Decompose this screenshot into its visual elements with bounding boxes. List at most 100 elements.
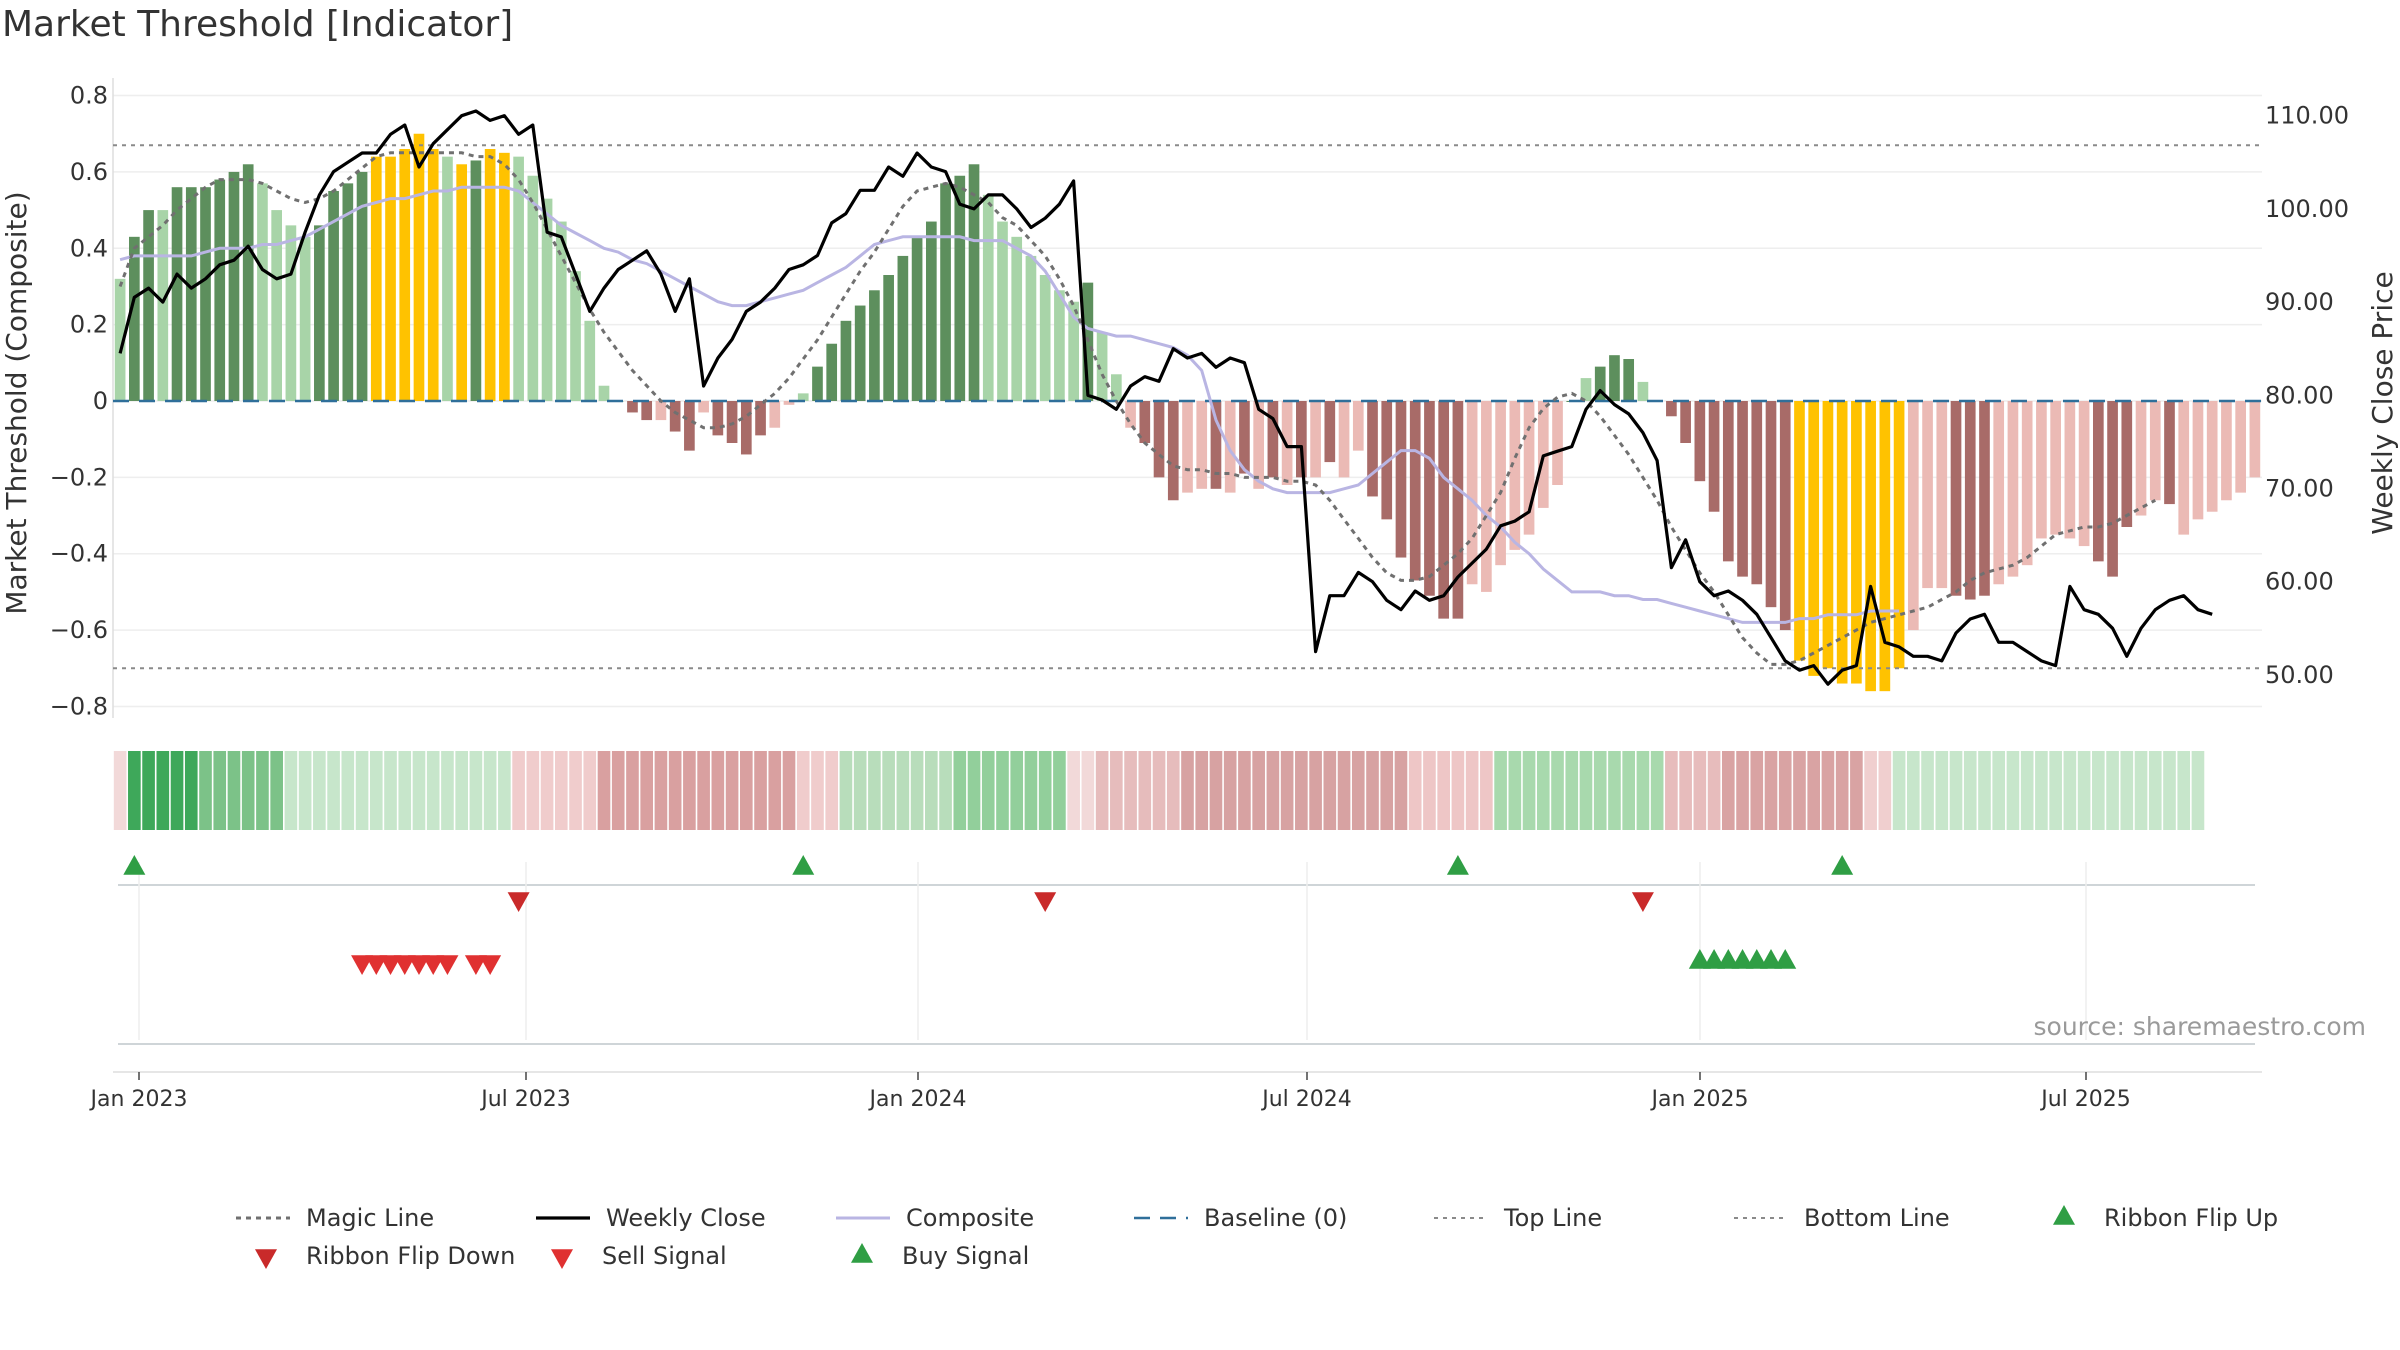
composite-bar: [399, 149, 411, 401]
composite-bar: [1737, 401, 1748, 577]
ribbon-cell: [2148, 751, 2162, 830]
ribbon-cell: [313, 751, 326, 830]
ribbon-cell: [1195, 751, 1209, 830]
composite-bar: [1054, 290, 1065, 401]
ribbon-cell: [1693, 751, 1707, 830]
composite-bar: [541, 198, 553, 401]
ribbon-cell: [782, 751, 796, 830]
composite-bar: [2092, 401, 2104, 562]
buy-signal-marker: [1774, 949, 1797, 969]
composite-bar: [129, 236, 140, 401]
ribbon-cell: [1138, 751, 1152, 830]
composite-bar: [1993, 401, 2005, 585]
ribbon-cell: [1423, 751, 1436, 830]
ribbon-cell: [1949, 751, 1963, 830]
sell-signal-marker: [422, 955, 445, 975]
composite-bar: [1964, 401, 1976, 600]
composite-bar: [1694, 401, 1706, 482]
ribbon-cell: [768, 751, 782, 830]
ribbon-cell: [1152, 751, 1166, 830]
ribbon-cell: [640, 751, 654, 830]
composite-bar: [1367, 401, 1378, 497]
y-tick-label-left: −0.6: [50, 616, 108, 644]
buy-signal-marker: [1760, 949, 1783, 969]
composite-bar: [1424, 401, 1435, 596]
ribbon-flip-up-marker: [1831, 855, 1854, 875]
ribbon-cell: [2163, 751, 2176, 830]
ribbon-cell: [2120, 751, 2134, 830]
sell-signal-marker: [379, 955, 402, 975]
ribbon-cell: [811, 751, 824, 830]
composite-bar: [2235, 401, 2246, 493]
ribbon-cell: [1608, 751, 1621, 830]
ribbon-cell: [2020, 751, 2034, 830]
y-tick-label-left: 0.8: [70, 82, 108, 110]
ribbon-cell: [868, 751, 881, 830]
composite-bar: [954, 175, 966, 401]
composite-bar: [1495, 401, 1506, 566]
ribbon-cell: [298, 751, 312, 830]
composite-bar: [228, 171, 240, 401]
x-tick-label: Jul 2024: [1260, 1087, 1352, 1112]
ribbon-cell: [227, 751, 241, 830]
legend-label: Composite: [906, 1204, 1034, 1232]
ribbon-cell: [1437, 751, 1450, 830]
ribbon-cell: [1750, 751, 1764, 830]
composite-bar: [812, 366, 823, 401]
ribbon-cell: [654, 751, 668, 830]
ribbon-cell: [469, 751, 483, 830]
composite-bar: [2050, 401, 2061, 535]
composite-bar: [1808, 401, 1820, 676]
composite-bar: [925, 221, 937, 401]
composite-bar: [2021, 401, 2033, 566]
composite-bar: [1296, 401, 1307, 478]
ribbon-cell: [1408, 751, 1422, 830]
composite-bar: [2007, 401, 2019, 577]
ribbon-flip-up-marker: [123, 855, 146, 875]
composite-bar: [1452, 401, 1464, 619]
ribbon-cell: [1266, 751, 1280, 830]
composite-bar: [1338, 401, 1350, 478]
ribbon-cell: [1878, 751, 1892, 830]
composite-bar: [940, 183, 951, 401]
composite-bar: [1836, 401, 1848, 684]
sell-signal-marker: [436, 955, 459, 975]
composite-bar: [1481, 401, 1492, 592]
legend-label: Top Line: [1503, 1204, 1602, 1232]
composite-bar: [1466, 401, 1478, 585]
composite-bar: [456, 164, 468, 401]
ribbon-cell: [170, 751, 184, 830]
composite-bar: [314, 225, 325, 401]
y-tick-label-right: 50.00: [2265, 661, 2334, 689]
composite-bar: [698, 401, 709, 413]
sell-signal-marker: [365, 955, 388, 975]
ribbon-cell: [355, 751, 369, 830]
composite-bar: [356, 171, 368, 401]
ribbon-cell: [1665, 751, 1678, 830]
composite-bar: [1722, 401, 1734, 562]
composite-bar: [299, 236, 311, 401]
ribbon-cell: [341, 751, 355, 830]
ribbon-cell: [213, 751, 227, 830]
composite-bar: [1594, 366, 1606, 401]
ribbon-cell: [925, 751, 938, 830]
composite-bar: [712, 401, 724, 436]
ribbon-cell: [128, 751, 141, 830]
ribbon-cell: [1707, 751, 1721, 830]
ribbon-cell: [839, 751, 853, 830]
x-tick-label: Jan 2025: [1650, 1087, 1749, 1112]
composite-bar: [1125, 401, 1136, 428]
composite-bar: [1879, 401, 1891, 692]
ribbon-cell: [583, 751, 597, 830]
ribbon-cell: [1337, 751, 1351, 830]
composite-bar: [1523, 401, 1535, 535]
ribbon-cell: [412, 751, 426, 830]
composite-bar: [1680, 401, 1691, 443]
composite-bar: [2078, 401, 2090, 547]
composite-bar: [997, 221, 1008, 401]
composite-bar: [1509, 401, 1521, 550]
composite-bar: [2036, 401, 2047, 539]
composite-bar: [598, 385, 610, 401]
ribbon-flip-down-marker: [507, 892, 530, 912]
ribbon-cell: [1067, 751, 1080, 830]
